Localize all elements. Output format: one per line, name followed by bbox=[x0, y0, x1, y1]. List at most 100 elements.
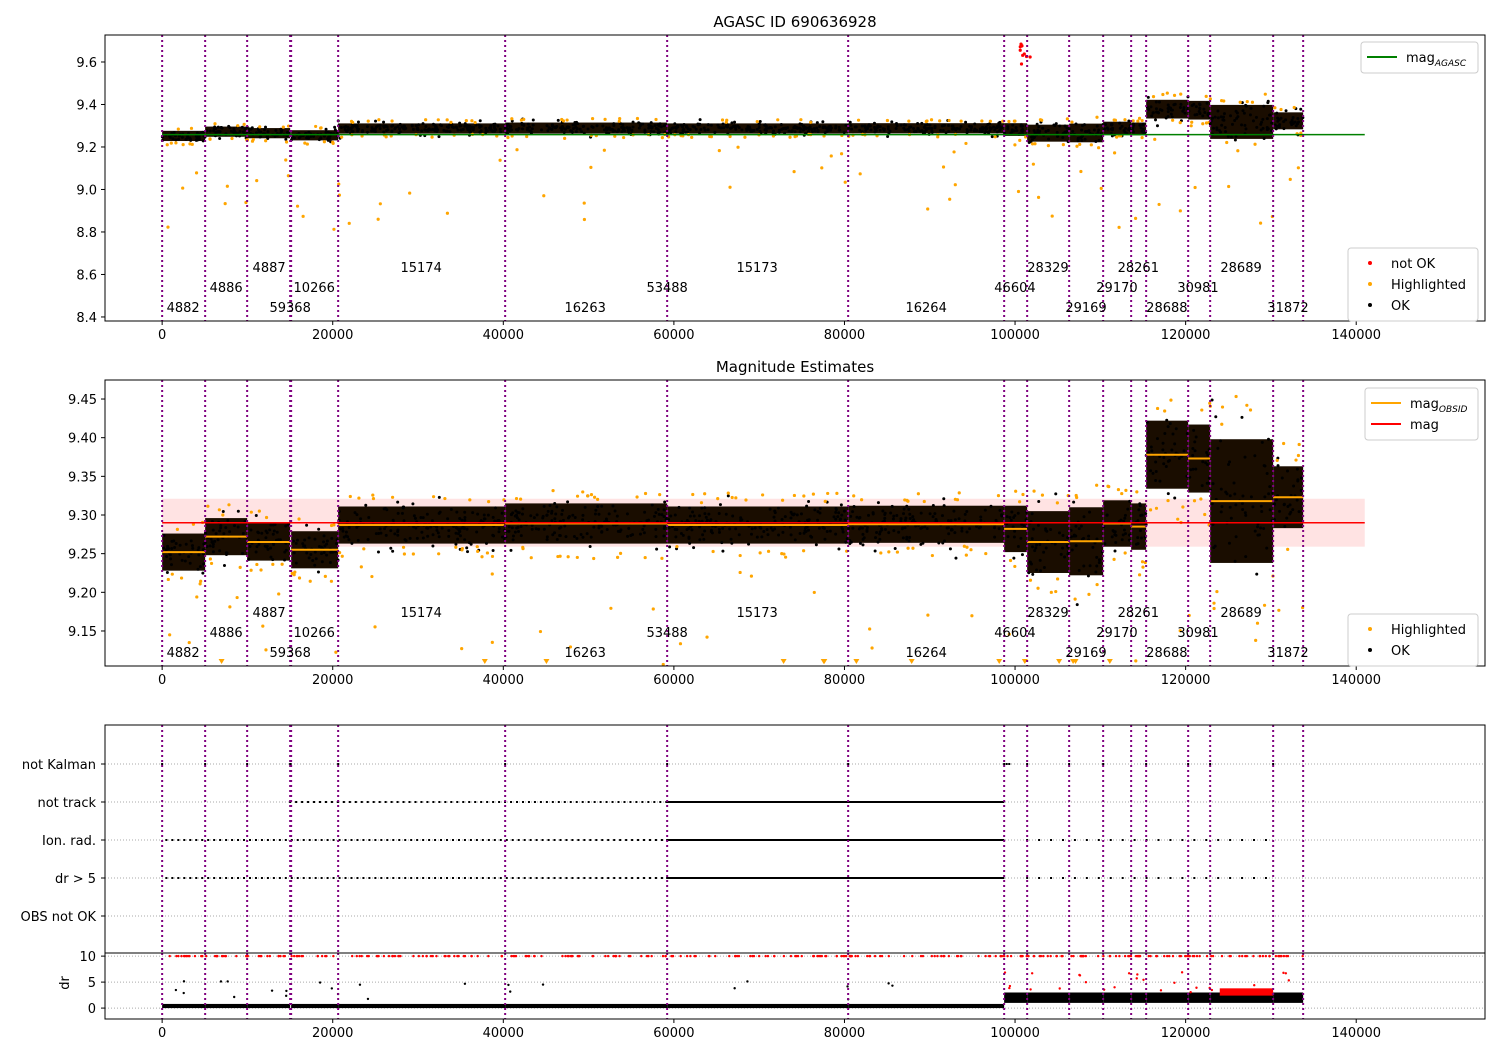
flag-point bbox=[354, 801, 357, 803]
flag-point bbox=[463, 839, 466, 841]
flag-point bbox=[818, 839, 821, 841]
dr-capped-point bbox=[591, 954, 595, 958]
ok-point bbox=[574, 130, 578, 134]
ok-point bbox=[390, 129, 394, 133]
ok-point bbox=[638, 532, 642, 536]
ok-point bbox=[679, 532, 683, 536]
ok-point bbox=[1154, 107, 1158, 111]
flag-point bbox=[970, 839, 973, 841]
flag-point bbox=[801, 877, 804, 879]
flag-point bbox=[724, 877, 727, 879]
ok-point bbox=[1063, 124, 1067, 128]
highlighted-point bbox=[1220, 422, 1224, 426]
flag-point bbox=[742, 801, 745, 803]
flag-point bbox=[776, 839, 779, 841]
flag-point bbox=[434, 839, 437, 841]
highlighted-point bbox=[592, 556, 596, 561]
flag-point bbox=[553, 839, 556, 841]
ok-point bbox=[912, 127, 916, 131]
flag-point bbox=[713, 801, 716, 803]
ok-point bbox=[1150, 114, 1154, 118]
flag-point bbox=[404, 877, 407, 879]
flag-point bbox=[237, 877, 240, 879]
flag-point bbox=[398, 839, 401, 841]
flag-point bbox=[684, 877, 687, 879]
ok-point bbox=[458, 534, 462, 538]
dr-capped-point bbox=[707, 954, 710, 958]
ok-point bbox=[419, 515, 423, 519]
flag-point bbox=[736, 801, 739, 803]
ok-point bbox=[730, 121, 734, 125]
highlighted-point bbox=[271, 562, 275, 566]
flag-point bbox=[824, 877, 827, 879]
ok-point bbox=[275, 538, 279, 542]
flag-point bbox=[885, 839, 888, 841]
highlighted-point bbox=[820, 166, 824, 170]
ok-point bbox=[553, 517, 557, 521]
ok-point bbox=[600, 504, 604, 508]
flag-point bbox=[272, 839, 275, 841]
ok-point bbox=[590, 125, 594, 129]
flag-point bbox=[547, 839, 550, 841]
highlighted-point bbox=[217, 508, 221, 512]
ok-point bbox=[201, 571, 205, 575]
flag-point bbox=[637, 877, 640, 879]
flag-point bbox=[749, 801, 752, 803]
ok-point bbox=[805, 525, 809, 529]
ok-point bbox=[657, 512, 661, 516]
flag-point bbox=[195, 877, 198, 879]
flag-point bbox=[676, 801, 679, 803]
flag-point bbox=[785, 839, 788, 841]
dr-axis-label: dr bbox=[58, 976, 73, 990]
ok-point bbox=[1061, 546, 1065, 550]
ok-point bbox=[1140, 513, 1144, 517]
ok-point bbox=[662, 508, 666, 512]
flag-point bbox=[836, 839, 839, 841]
ok-point bbox=[1164, 465, 1168, 469]
flag-point bbox=[696, 801, 699, 803]
flag-point bbox=[910, 801, 913, 803]
ok-point bbox=[1113, 533, 1117, 537]
flag-point bbox=[944, 839, 947, 841]
ok-point bbox=[530, 127, 534, 131]
ok-point bbox=[550, 123, 554, 127]
x-tick-label: 120000 bbox=[1161, 1026, 1211, 1041]
flag-point bbox=[985, 839, 988, 841]
x-tick-label: 0 bbox=[158, 328, 166, 343]
ok-point bbox=[429, 525, 433, 529]
ok-point bbox=[837, 511, 841, 515]
highlighted-point bbox=[281, 125, 285, 129]
flag-point bbox=[888, 839, 891, 841]
ok-point bbox=[313, 537, 317, 541]
flag-point bbox=[939, 877, 942, 879]
dr-capped-point bbox=[463, 954, 467, 958]
dr-point bbox=[232, 995, 236, 999]
ok-point bbox=[807, 518, 811, 522]
x-tick-label: 40000 bbox=[483, 328, 524, 343]
ok-point bbox=[303, 544, 307, 548]
flag-point bbox=[853, 839, 856, 841]
ok-point bbox=[500, 511, 504, 515]
flag-point bbox=[1229, 839, 1232, 841]
flag-point bbox=[982, 839, 985, 841]
ok-point bbox=[655, 547, 659, 551]
flag-point bbox=[904, 877, 907, 879]
flag-point bbox=[901, 877, 904, 879]
ok-point bbox=[899, 519, 903, 523]
ok-point bbox=[463, 122, 467, 126]
ok-point bbox=[881, 509, 885, 513]
highlighted-point bbox=[1236, 149, 1240, 153]
flag-point bbox=[851, 877, 854, 879]
flag-point bbox=[696, 877, 699, 879]
ok-point bbox=[919, 511, 923, 515]
dr-capped-point bbox=[399, 954, 402, 958]
dr-capped-point bbox=[1072, 954, 1075, 958]
flag-point bbox=[982, 877, 985, 879]
dr-capped-point bbox=[751, 954, 754, 958]
flag-point bbox=[796, 877, 799, 879]
ok-point bbox=[1169, 112, 1173, 116]
flag-point bbox=[896, 839, 899, 841]
flag-point bbox=[876, 839, 879, 841]
flag-point bbox=[784, 839, 787, 841]
ok-point bbox=[431, 122, 435, 126]
